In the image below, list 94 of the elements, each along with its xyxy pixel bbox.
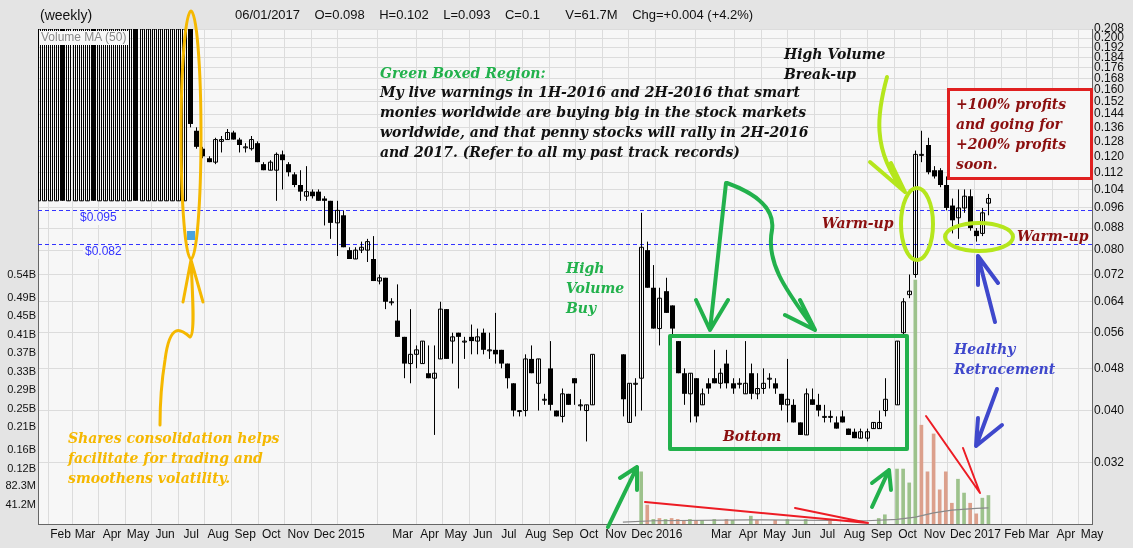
x-tick-label: 2015	[337, 526, 365, 541]
y-tick-label: 0.080	[1094, 242, 1125, 257]
y2-tick-label: 0.21B	[7, 420, 36, 433]
x-tick-label: Apr	[420, 526, 439, 541]
candlestick	[883, 377, 888, 417]
x-tick-label: Sep	[552, 526, 574, 541]
y2-tick-label: 0.29B	[7, 383, 36, 396]
x-tick-label: Jun	[791, 526, 811, 541]
y2-tick-label: 0.45B	[7, 309, 36, 322]
y-tick-label: 0.064	[1094, 294, 1125, 309]
x-tick-label: Nov	[605, 526, 627, 541]
x-tick-label: Apr	[738, 526, 758, 541]
x-tick-label: Aug	[843, 526, 866, 541]
candlestick	[816, 393, 821, 417]
y2-tick-label: 0.41B	[7, 327, 36, 340]
annotation: High Volume Buy	[566, 259, 626, 318]
x-tick-label: Aug	[525, 526, 547, 541]
text: Volume MA (50)	[41, 30, 127, 45]
candlestick	[907, 274, 912, 299]
y-tick-label: 0.120	[1094, 148, 1125, 163]
x-tick-label: May	[1080, 526, 1104, 541]
x-tick-label: Apr	[1056, 526, 1076, 541]
x-tick-label: Sep	[870, 526, 893, 541]
x-tick-label: Mar	[1028, 526, 1050, 541]
y-tick-label: 0.128	[1094, 133, 1125, 148]
annotation: Green Boxed Region:	[380, 64, 547, 83]
y2-tick-label: 0.12B	[7, 461, 36, 474]
y-tick-label: 0.144	[1094, 106, 1125, 121]
candlestick	[328, 200, 333, 240]
y2-tick-label: 0.33B	[7, 364, 36, 377]
y-tick-label: 0.112	[1094, 164, 1124, 179]
x-tick-label: Nov	[923, 526, 946, 541]
x-tick-label: Jun	[155, 526, 175, 541]
y2-tick-label: 0.54B	[7, 267, 36, 280]
x-tick-label: May	[444, 526, 468, 541]
y-tick-label: 0.032	[1094, 454, 1125, 469]
chart-title: (weekly)	[40, 7, 93, 23]
annotation: +100% profits and going for +200% profits soon.	[947, 88, 1093, 180]
candlestick	[462, 336, 467, 360]
x-tick-label: May	[126, 526, 150, 541]
y2-tick-label: 0.49B	[7, 290, 36, 303]
x-tick-label: Dec	[313, 526, 336, 541]
x-tick-label: Nov	[287, 526, 309, 541]
annotation: Bottom	[723, 427, 783, 446]
candlestick	[986, 193, 991, 216]
y-tick-label: 0.104	[1094, 181, 1125, 196]
annotation: Healthy Retracement	[954, 341, 1056, 377]
x-tick-label: Dec	[949, 526, 972, 541]
x-tick-label: Mar	[74, 526, 96, 541]
y-tick-label: 0.136	[1094, 119, 1125, 134]
x-tick-label: Jul	[501, 526, 517, 541]
y2-tick-label: 0.25B	[7, 401, 36, 414]
y2-tick-label: 0.16B	[7, 443, 36, 456]
x-tick-label: Oct	[579, 526, 599, 541]
candlestick	[505, 363, 510, 389]
candlestick	[395, 283, 400, 338]
x-tick-label: Oct	[261, 526, 282, 541]
x-tick-label: Sep	[234, 526, 257, 541]
y2-tick-label: 41.2M	[5, 498, 36, 511]
y-tick-label: 0.040	[1094, 402, 1125, 417]
x-tick-label: Dec	[631, 526, 653, 541]
y-tick-label: 0.088	[1094, 220, 1125, 235]
annotation: Warm-up	[822, 214, 895, 233]
annotation: Warm-up	[1017, 227, 1090, 246]
candlestick	[194, 126, 199, 150]
x-tick-label: Oct	[898, 526, 918, 541]
x-tick-label: Jun	[473, 526, 493, 541]
y-tick-label: 0.096	[1094, 200, 1125, 215]
x-tick-label: 2016	[655, 526, 683, 541]
chart-subtitle: 06/01/2017 O=0.098 H=0.102 L=0.093 C=0.1 V=61.7M Chg=+0.004 (+4.2%)	[235, 7, 754, 22]
annotation: My live warnings in 1H-2016 and 2H-2016 that smart monies worldwide are buying big in the stock markets worldwide, and that penny stocks will rally in 2H-2016 and 2017. (Refer to all my past track records)	[380, 83, 810, 162]
ref-line-label: $0.095	[80, 210, 118, 225]
y-tick-label: 0.168	[1094, 70, 1125, 85]
y-tick-label: 0.072	[1094, 266, 1125, 281]
x-tick-label: Apr	[102, 526, 122, 541]
candlestick	[895, 340, 900, 406]
x-tick-label: 2017	[974, 526, 1002, 541]
candlestick	[572, 377, 577, 406]
x-tick-label: Jul	[819, 526, 836, 541]
y2-tick-label: 0.37B	[7, 346, 36, 359]
x-tick-label: Jul	[183, 526, 199, 541]
x-tick-label: May	[762, 526, 786, 541]
y-tick-label: 0.048	[1094, 360, 1125, 375]
x-tick-label: Mar	[392, 526, 414, 541]
candlestick	[536, 358, 541, 412]
annotation: Shares consolidation helps facilitate for trading and smoothens volatility.	[68, 429, 281, 488]
x-tick-label: Feb	[1004, 526, 1026, 541]
x-tick-label: Feb	[50, 526, 72, 541]
ref-line-label: $0.082	[85, 244, 123, 259]
x-tick-label: Aug	[207, 526, 229, 541]
y-tick-label: 0.056	[1094, 324, 1125, 339]
annotation: High Volume Break-up	[784, 45, 887, 84]
x-tick-label: Mar	[710, 526, 732, 541]
y2-tick-label: 82.3M	[5, 479, 36, 492]
